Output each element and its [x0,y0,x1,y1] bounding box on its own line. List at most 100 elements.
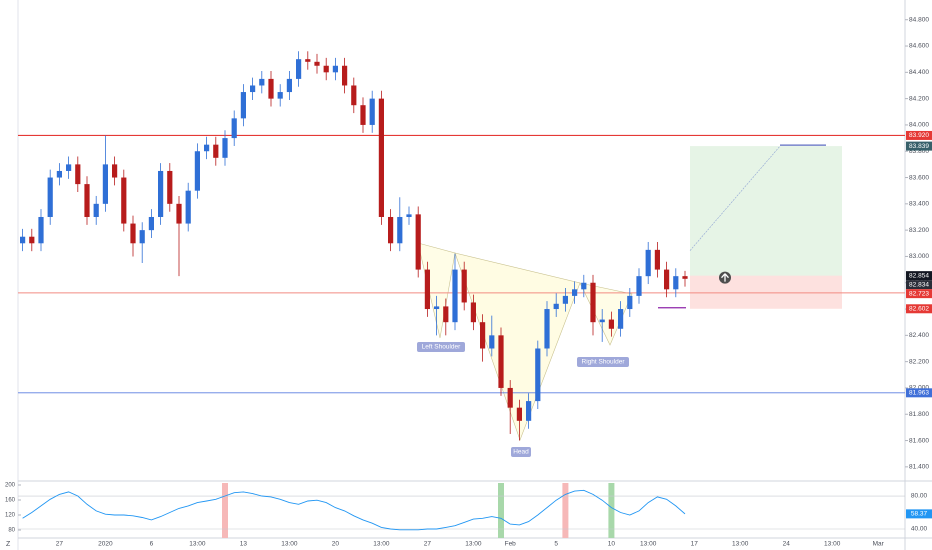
candle-body [158,170,164,217]
candle-body [259,78,265,86]
price-label-box [906,388,932,398]
y-tick-label: 82.000 [909,385,929,392]
candle-body [618,309,624,329]
y-tick-label: 83.400 [909,201,929,208]
x-tick-label: 24 [783,541,791,548]
candle-body [112,164,118,178]
candle-body [213,144,219,158]
x-tick-label: 10 [608,541,616,548]
y-tick-label: 84.600 [909,43,929,50]
candle-body [102,164,108,204]
candle-body [240,92,246,119]
x-tick-label: Feb [505,541,517,548]
y-tick-label: 84.400 [909,69,929,76]
position-profit-zone [690,146,842,276]
x-tick-label: 27 [424,541,432,548]
candle-body [397,216,403,244]
price-label: 82.854 [909,272,929,279]
candle-body [378,98,384,217]
candle-body [351,85,357,106]
candle-body [498,335,504,388]
y-tick-label: 81.400 [909,464,929,471]
candle-body [627,295,633,310]
candle-body [167,170,173,204]
candle-body [20,236,26,244]
candle-body [84,184,90,217]
candle-body [47,177,53,217]
x-tick-label: 20 [332,541,340,548]
x-tick-label: 13:00 [824,541,841,548]
price-label-box [906,141,932,151]
candle-body [415,214,421,270]
candle-body [581,282,587,290]
pattern-label: Head [513,449,529,456]
candle-body [176,203,182,224]
x-tick-label: 13:00 [640,541,657,548]
price-label: 83.839 [909,143,929,150]
candle-body [305,59,311,62]
y-tick-label: 84.200 [909,95,929,102]
oscillator-pane: 80.00 40.00 80 120 160 200 58.37 [5,483,932,538]
x-tick-label: 5 [554,541,558,548]
candle-body [231,118,237,139]
candle-body [599,319,605,323]
y-tick-label: 82.400 [909,332,929,339]
candle-body [388,216,394,244]
candle-body [204,144,210,152]
x-tick-label: 6 [150,541,154,548]
candle-body [562,295,568,304]
head-shape [454,252,581,441]
candle-body [323,65,329,73]
candle-body [286,78,292,93]
price-label: 82.723 [909,290,929,297]
y-tick-label: 80.00 [911,493,928,500]
y-tick-label: 82.200 [909,358,929,365]
signal-bar [608,483,615,538]
oscillator-value-label: 58.37 [911,511,928,518]
price-label: 81.963 [909,390,929,397]
x-tick-label: 2020 [98,541,113,548]
candle-body [29,236,35,244]
candle-body [654,249,660,270]
candle-body [277,92,283,99]
position-loss-zone [690,275,842,309]
candle-body [75,164,81,185]
signal-bar [498,483,504,538]
x-tick-label: 13:00 [281,541,298,548]
candle-body [121,177,127,224]
candle-body [526,401,532,421]
candle-body [194,151,200,191]
x-tick-label: 13:00 [732,541,749,548]
pattern-label-box [417,342,465,352]
candle-body [56,170,62,178]
x-tick-label: 17 [691,541,699,548]
candle-body [664,269,670,290]
main-pane: 81.400 81.600 81.800 82.000 82.200 82.400 82.6… [18,16,932,548]
candle-body [148,216,154,231]
candle-body [268,78,274,99]
x-tick-label: 27 [56,541,64,548]
left-tick-label: 160 [5,498,16,504]
y-tick-label: 84.800 [909,16,929,23]
price-label: 83.920 [909,132,929,139]
candle-body [461,269,467,303]
candle-body [139,230,145,244]
candle-body [250,85,256,93]
price-label-box [906,289,932,299]
candle-body [590,282,596,323]
candle-body [38,216,44,244]
x-tick-label: 13:00 [373,541,390,548]
y-tick-label: 81.600 [909,437,929,444]
candle-body [434,306,440,310]
x-tick-label: 13 [240,541,248,548]
x-tick-label: 13:00 [465,541,482,548]
candle-body [682,276,688,279]
pattern-label: Right Shoulder [582,359,626,366]
price-label-box [906,304,932,314]
candle-body [535,348,541,402]
timezone-icon[interactable]: Z [6,541,11,548]
candle-body [66,164,72,171]
candle-body [424,269,430,310]
y-tick-label: 84.000 [909,122,929,129]
